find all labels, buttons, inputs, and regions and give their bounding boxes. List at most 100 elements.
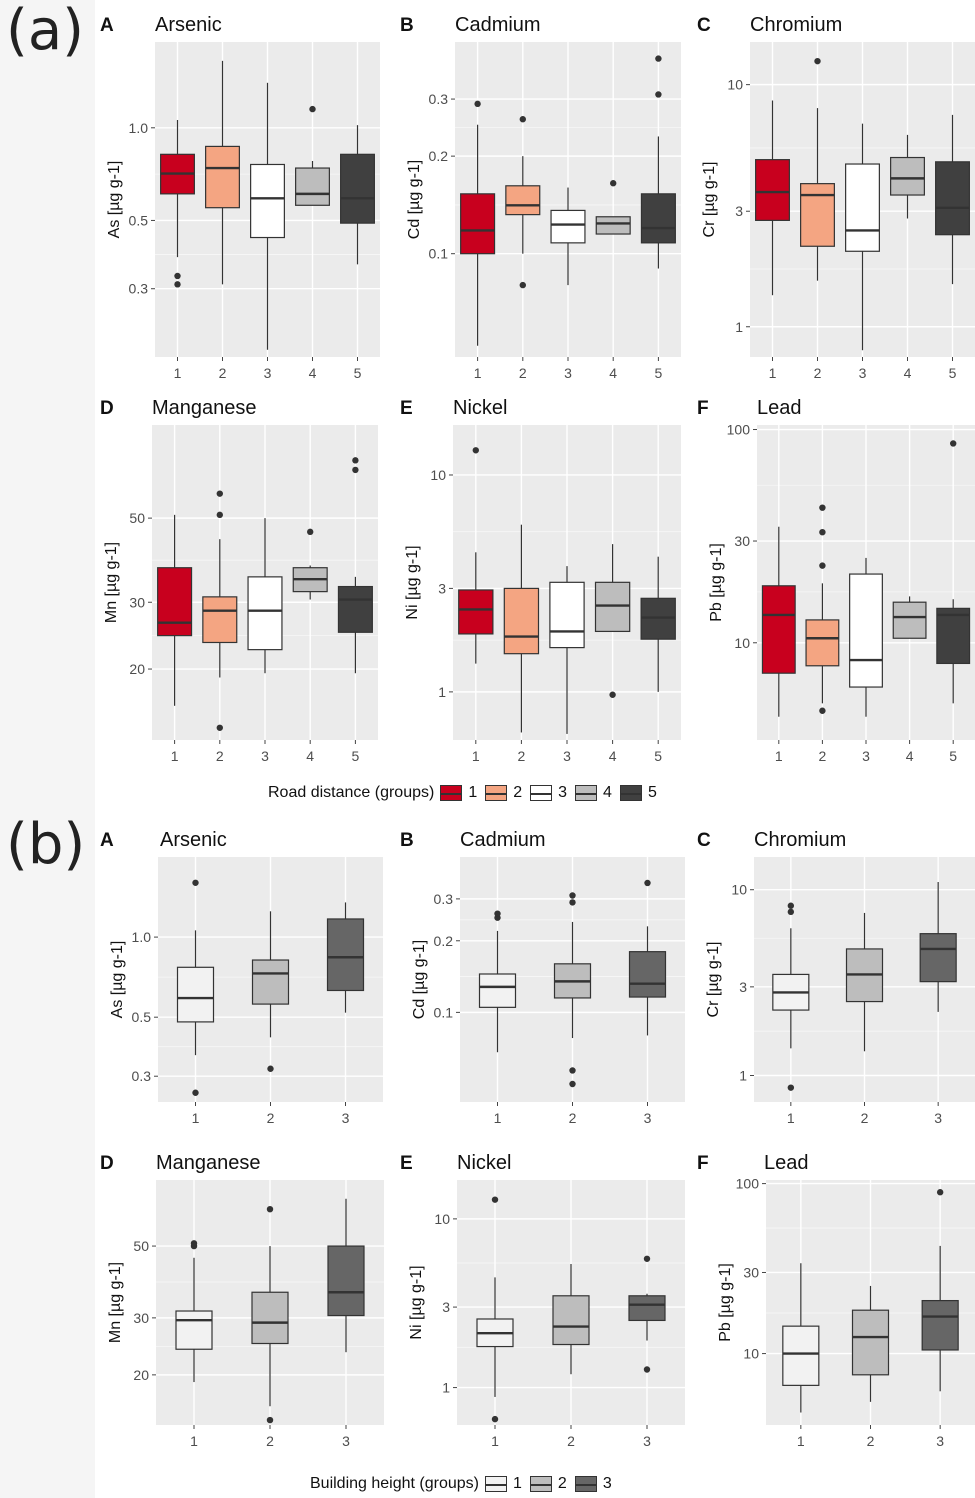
box [849,573,883,688]
box [327,1245,365,1317]
outlier-point [819,562,826,569]
box-group-4 [892,596,927,639]
subplot-letter: A [100,830,114,851]
y-axis-label: Mn [µg g-1] [103,542,120,623]
legend-key-label: 2 [513,784,523,801]
box [805,619,840,667]
outlier-point [352,457,359,464]
box [552,1295,590,1346]
box-group-3 [628,879,667,1036]
x-tick-label: 2 [819,748,827,764]
x-tick-label: 1 [190,1433,198,1449]
y-tick-label: 10 [731,882,747,898]
box-group-3 [849,557,883,717]
legend-swatch [619,785,642,801]
x-tick-label: 2 [519,365,527,381]
box-group-4 [890,134,925,219]
box-group-2 [503,524,540,733]
y-tick-label: 20 [133,1367,149,1383]
box [594,581,631,633]
box-group-4 [292,528,328,600]
y-tick-label: 0.5 [132,1009,152,1025]
subplot-title: Arsenic [155,14,222,36]
subplot-letter: C [697,15,711,36]
boxplot-b-B: 0.1 0.2 0.3 1 2 3 Cd [µg g-1] B Cadmium [400,829,685,1126]
box [919,933,957,983]
subplot-letter: B [400,830,414,851]
y-tick-label: 10 [434,1211,450,1227]
box-group-3 [628,1255,666,1373]
x-tick-label: 1 [787,1110,795,1126]
x-tick-label: 3 [643,1433,651,1449]
y-tick-label: 30 [129,594,145,610]
box [845,163,880,252]
box-group-2 [251,911,290,1072]
legend-swatch [529,1476,552,1492]
x-tick-label: 2 [867,1433,875,1449]
box-group-2 [505,116,541,289]
legend-key-label: 3 [602,1475,612,1492]
y-tick-label: 0.3 [129,281,149,297]
box [250,163,285,239]
outlier-point [610,180,617,187]
boxplot-a-B: 0.1 0.2 0.3 1 2 3 4 5 Cd [µg g-1] B Cadmium [400,14,681,381]
box [251,1291,289,1345]
x-tick-label: 2 [219,365,227,381]
box-group-4 [595,180,631,235]
legend-key-2: 2 [485,784,522,802]
y-tick-label: 0.2 [429,148,449,164]
box-group-1 [460,100,496,346]
outlier-point [655,55,662,62]
panel-label-b: (b) [6,812,86,877]
box-group-5 [936,440,971,704]
x-tick-label: 2 [861,1110,869,1126]
x-tick-label: 3 [342,1433,350,1449]
subplot-letter: E [400,1153,413,1174]
box [595,216,631,235]
box [503,587,540,655]
y-axis-label: Mn [µg g-1] [107,1262,124,1343]
outlier-point [472,447,479,454]
box [340,153,375,224]
y-axis-label: Pb [µg g-1] [708,543,725,622]
x-tick-label: 3 [934,1110,942,1126]
x-tick-label: 1 [192,1110,200,1126]
subplot-title: Cadmium [460,829,546,851]
x-tick-label: 3 [859,365,867,381]
left-margin-strip [0,0,95,1498]
outlier-point [192,879,199,886]
x-tick-label: 4 [609,365,617,381]
x-tick-label: 5 [655,365,663,381]
boxplot-a-A: 0.3 0.5 1.0 1 2 3 4 5 As [µg g-1] A Arsenic [100,14,380,381]
box-group-4 [295,105,330,206]
legend-key-label: 3 [558,784,568,801]
outlier-point [192,1089,199,1096]
outlier-point [950,440,957,447]
legend-key-3: 3 [530,784,567,802]
outlier-point [519,281,526,289]
box-group-5 [337,457,373,674]
box [935,161,970,236]
y-tick-label: 0.1 [429,246,449,262]
box [921,1299,959,1351]
subplot-title: Cadmium [455,14,541,36]
outlier-point [519,116,526,123]
legend-keys: 1 2 3 [485,1475,620,1493]
y-tick-label: 1.0 [129,120,149,136]
box-group-1 [476,1196,514,1423]
subplot-letter: B [400,15,414,36]
subplot-letter: C [697,830,711,851]
y-tick-label: 1 [739,1067,747,1083]
box [175,1310,213,1350]
x-tick-label: 2 [567,1433,575,1449]
x-tick-label: 3 [936,1433,944,1449]
outlier-point [569,1080,576,1088]
y-axis-label: Cd [µg g-1] [406,160,423,239]
boxplot-a-C: 1 3 10 1 2 3 4 5 Cr [µg g-1] C Chromium [697,14,975,381]
y-tick-label: 10 [430,467,446,483]
outlier-point [216,490,223,497]
y-tick-label: 1 [735,319,743,335]
outlier-point [216,724,223,731]
legend-title: Road distance (groups) [268,784,435,801]
legend-key-4: 4 [575,784,612,802]
